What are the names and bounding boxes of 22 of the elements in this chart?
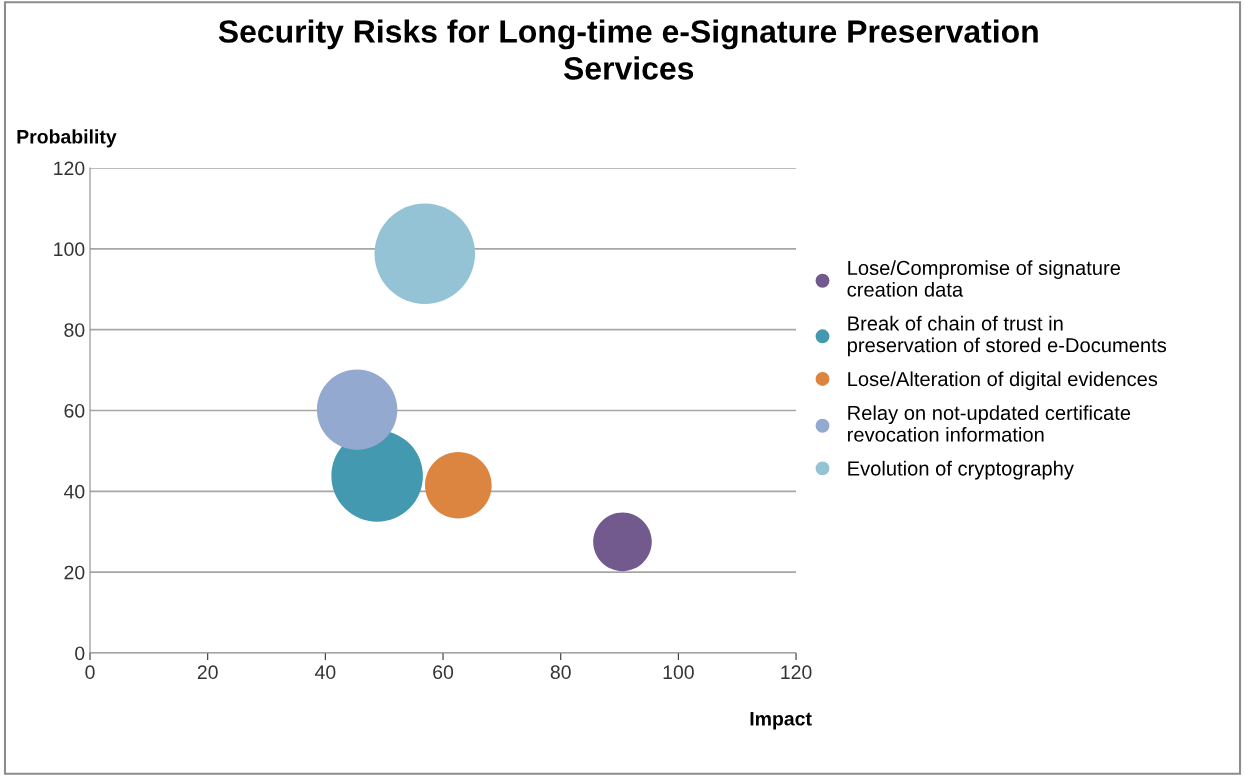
y-tick-label: 60 (64, 403, 85, 418)
x-tick-label: 40 (314, 665, 336, 680)
x-tick-label: 100 (663, 665, 694, 680)
legend-label: Relay on not-updated certificate revocation information (848, 405, 1131, 442)
y-tick-label: 100 (54, 242, 85, 257)
legend-label: Lose/Alteration of digital evidences (848, 371, 1158, 391)
legend-label: Break of chain of trust in preservation of stored e-Documents (847, 315, 1167, 357)
x-axis-title: Impact (750, 712, 812, 730)
y-tick-label: 40 (63, 484, 85, 499)
y-tick-label: 80 (64, 323, 85, 337)
y-tick-label: 0 (75, 646, 85, 661)
x-tick-label: 120 (781, 665, 812, 680)
x-tick-label: 20 (197, 665, 218, 680)
legend-label: Lose/Compromise of signature creation data (847, 260, 1121, 297)
chart-title: Security Risks for Long-time e-Signature Preservation Services (218, 19, 1038, 80)
x-tick-label: 0 (85, 665, 95, 680)
y-tick-label: 20 (64, 565, 85, 580)
x-tick-label: 60 (433, 665, 454, 680)
x-tick-label: 80 (550, 665, 571, 680)
legend-label: Evolution of cryptography (848, 460, 1074, 480)
y-axis-title: Probability (17, 129, 117, 148)
y-tick-label: 120 (54, 161, 85, 176)
